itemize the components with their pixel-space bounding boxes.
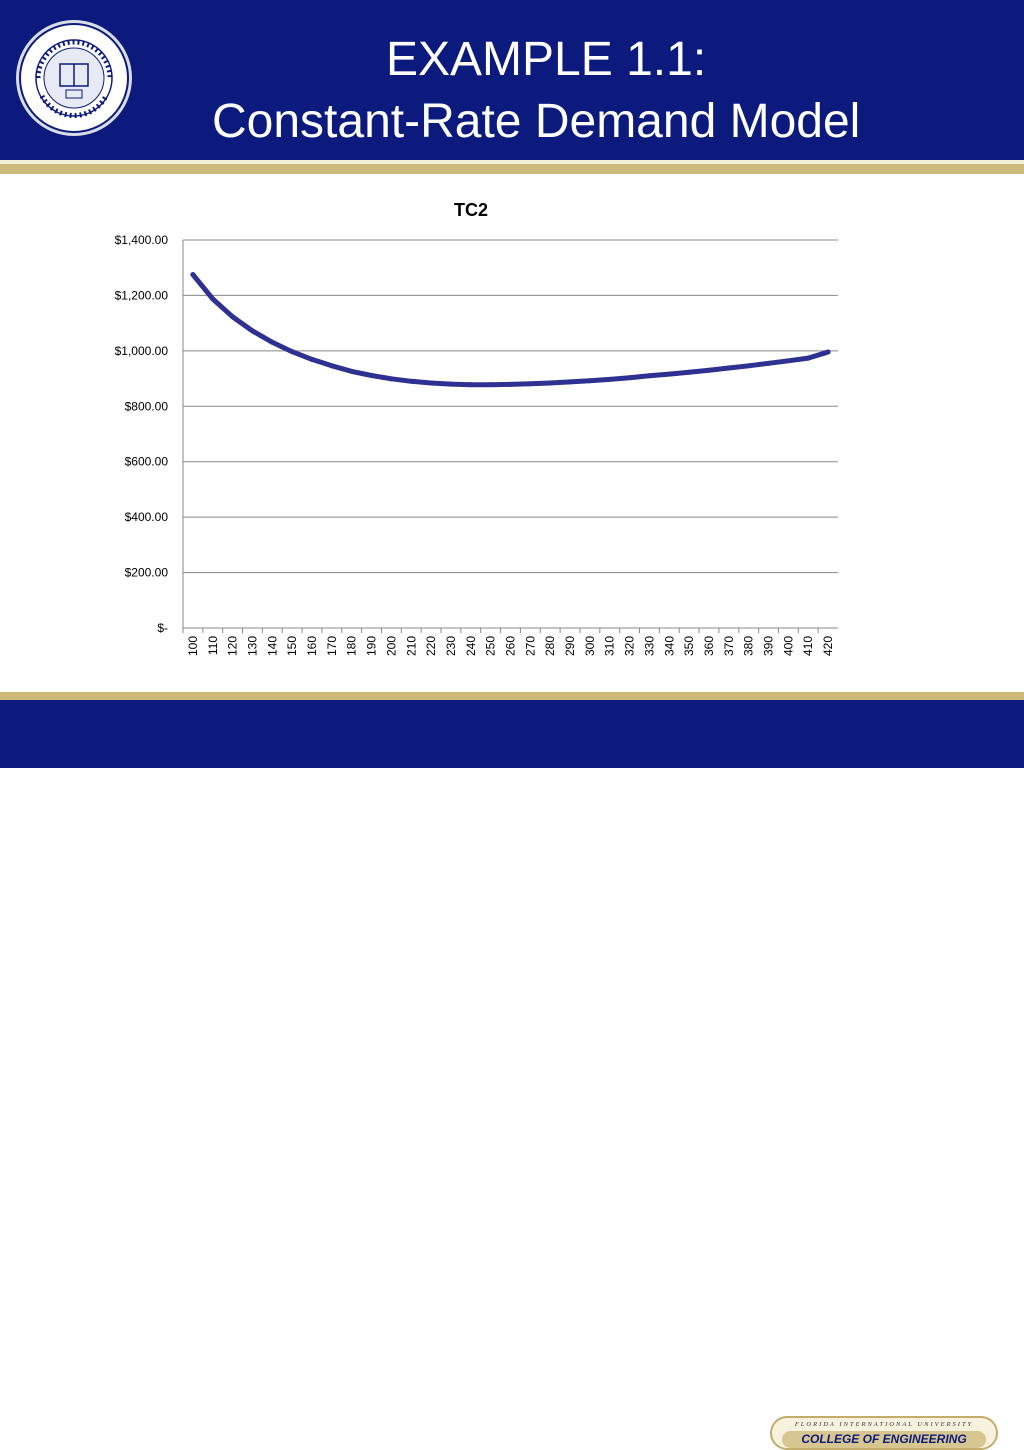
data-point: [607, 376, 613, 382]
x-tick-label: 290: [563, 636, 577, 656]
y-tick-label: $600.00: [125, 455, 169, 469]
chart-series: [190, 272, 831, 388]
x-tick-label: 410: [801, 636, 815, 656]
x-tick-label: 270: [523, 636, 537, 656]
data-point: [448, 381, 454, 387]
data-point: [388, 376, 394, 382]
data-point: [369, 373, 375, 379]
x-tick-label: 150: [285, 636, 299, 656]
y-tick-label: $1,000.00: [115, 344, 169, 358]
data-point: [408, 378, 414, 384]
x-tick-label: 100: [186, 636, 200, 656]
data-point: [746, 363, 752, 369]
data-point: [527, 381, 533, 387]
x-tick-label: 170: [325, 636, 339, 656]
y-tick-label: $200.00: [125, 566, 169, 580]
data-point: [805, 355, 811, 361]
data-point: [488, 382, 494, 388]
data-point: [785, 358, 791, 364]
x-tick-label: 400: [781, 636, 795, 656]
y-tick-label: $800.00: [125, 399, 169, 413]
data-point: [269, 339, 275, 345]
x-tick-label: 240: [464, 636, 478, 656]
x-tick-label: 110: [206, 636, 220, 655]
x-tick-label: 180: [345, 636, 359, 656]
slide-title-line-2: Constant-Rate Demand Model: [212, 95, 861, 148]
x-tick-label: 230: [444, 636, 458, 656]
university-seal-icon: [16, 20, 132, 136]
badge-college-name: COLLEGE OF ENGINEERING: [782, 1431, 986, 1448]
data-point: [686, 369, 692, 375]
x-axis: 100 110 120 130 140 150 160 170 180 190 200 210 220 2…: [182, 628, 835, 656]
data-point: [547, 380, 553, 386]
y-axis: $- $200.00 $400.00 $600.00 $800.00 $1,000.00 $…: [115, 233, 184, 635]
data-point: [666, 371, 672, 377]
data-point: [468, 382, 474, 388]
header-divider-gold: [0, 164, 1024, 174]
data-point: [627, 375, 633, 381]
data-point: [190, 272, 196, 278]
x-tick-label: 300: [583, 636, 597, 656]
x-tick-label: 320: [623, 636, 637, 656]
slide-header: EXAMPLE 1.1: Constant-Rate Demand Model: [0, 0, 1024, 160]
data-point: [567, 379, 573, 385]
x-tick-label: 420: [821, 636, 835, 656]
badge-university-name: FLORIDA INTERNATIONAL UNIVERSITY: [794, 1421, 974, 1428]
x-tick-label: 220: [424, 636, 438, 656]
y-tick-label: $-: [157, 621, 168, 635]
y-tick-label: $400.00: [125, 510, 169, 524]
x-tick-label: 310: [603, 636, 617, 656]
x-tick-label: 370: [722, 636, 736, 656]
x-tick-label: 280: [543, 636, 557, 656]
x-tick-label: 160: [305, 636, 319, 656]
x-tick-label: 250: [484, 636, 498, 656]
x-tick-label: 200: [384, 636, 398, 656]
data-point: [726, 365, 732, 371]
data-point: [825, 349, 831, 355]
x-tick-label: 340: [662, 636, 676, 656]
x-tick-label: 210: [404, 636, 418, 656]
x-tick-label: 190: [365, 636, 379, 656]
chart-title: TC2: [454, 200, 488, 220]
data-point: [766, 360, 772, 366]
data-point: [289, 349, 295, 355]
x-tick-label: 120: [226, 636, 240, 656]
chart-canvas: TC2 $- $200.00 $400.00 $600.00 $800.00 $1,000…: [115, 200, 838, 656]
footer-divider-gold: [0, 692, 1024, 700]
series-line-tc2: [190, 272, 831, 388]
chart-gridlines: [183, 239, 838, 629]
x-tick-label: 350: [682, 636, 696, 656]
data-point: [706, 367, 712, 373]
slide-footer: FLORIDA INTERNATIONAL UNIVERSITY COLLEGE…: [0, 700, 1024, 1450]
x-tick-label: 260: [504, 636, 518, 656]
college-badge: FLORIDA INTERNATIONAL UNIVERSITY COLLEGE…: [770, 1416, 998, 1450]
data-point: [210, 296, 216, 302]
y-tick-label: $1,400.00: [115, 233, 169, 247]
x-tick-label: 380: [742, 636, 756, 656]
x-tick-label: 330: [642, 636, 656, 656]
data-point: [329, 363, 335, 369]
data-point: [349, 368, 355, 374]
data-point: [428, 380, 434, 386]
x-tick-label: 390: [762, 636, 776, 656]
x-tick-label: 130: [245, 636, 259, 656]
data-point: [249, 328, 255, 334]
data-point: [508, 381, 513, 387]
slide-title-line-1: EXAMPLE 1.1:: [386, 33, 707, 86]
header-divider-light: [0, 160, 1024, 164]
x-tick-label: 360: [702, 636, 716, 656]
x-tick-label: 140: [265, 636, 279, 656]
data-point: [646, 373, 652, 379]
y-tick-label: $1,200.00: [115, 288, 169, 302]
data-point: [587, 378, 593, 384]
tc2-line-chart: TC2 $- $200.00 $400.00 $600.00 $800.00 $1,000…: [0, 174, 1024, 692]
data-point: [230, 314, 236, 320]
data-point: [309, 356, 315, 362]
